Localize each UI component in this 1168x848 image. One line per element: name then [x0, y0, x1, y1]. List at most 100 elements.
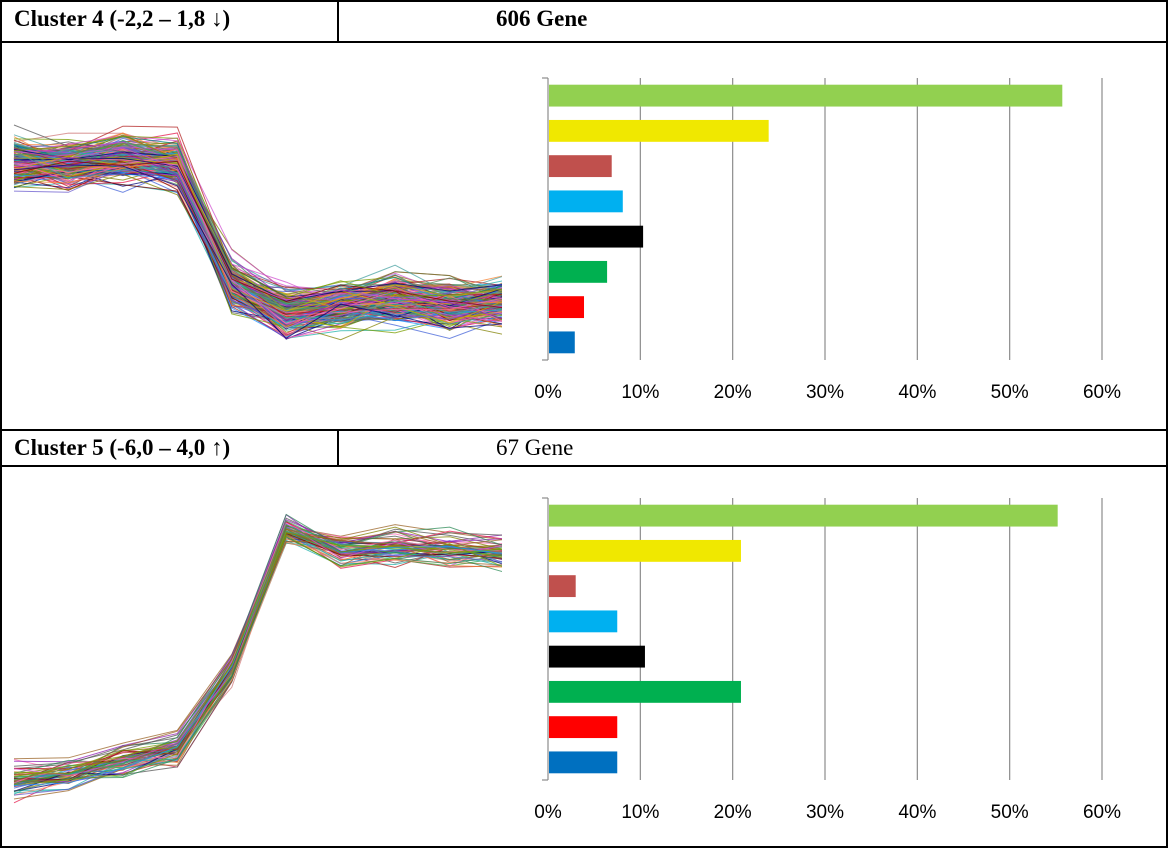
expression-line: [13, 534, 502, 786]
expression-line: [13, 532, 502, 789]
tick-label: 0%: [534, 802, 562, 823]
expression-line: [13, 533, 502, 786]
expression-line: [13, 523, 502, 782]
expression-line: [13, 531, 502, 782]
bar: [549, 645, 645, 668]
expression-line: [13, 535, 502, 800]
expression-line: [13, 535, 502, 778]
expression-line: [13, 521, 502, 782]
expression-line: [13, 541, 502, 796]
expression-line: [13, 525, 502, 787]
expression-line: [13, 530, 502, 782]
expression-line: [13, 520, 502, 778]
expression-line: [13, 533, 502, 786]
expression-line: [13, 529, 502, 773]
tick-label: 40%: [898, 802, 936, 823]
expression-line: [13, 528, 502, 775]
bar: [549, 751, 618, 774]
expression-line: [13, 538, 502, 792]
cluster-4-title: Cluster 4 (-2,2 – 1,8 ↓): [14, 6, 231, 31]
expression-line: [13, 538, 502, 792]
expression-line: [13, 154, 502, 306]
expression-profiles-cluster-5: [13, 513, 502, 804]
bar: [549, 225, 644, 248]
expression-line: [13, 531, 502, 796]
expression-line: [13, 524, 502, 792]
expression-line: [13, 528, 502, 784]
expression-profiles-cluster-4: [13, 124, 502, 341]
expression-line: [13, 535, 502, 784]
expression-line: [13, 161, 502, 329]
tick-label: 50%: [991, 802, 1029, 823]
bar: [549, 296, 585, 319]
expression-line: [13, 135, 502, 299]
expression-line: [13, 542, 502, 794]
expression-line: [13, 532, 502, 770]
expression-line: [13, 524, 502, 778]
bar-chart-cluster-5: 0% 10% 20% 30% 40% 50% 60%: [534, 497, 1121, 823]
expression-line: [13, 530, 502, 781]
bar: [549, 331, 575, 354]
expression-line: [13, 513, 502, 774]
bar: [549, 610, 618, 633]
expression-line: [13, 540, 502, 784]
cluster-5-title: Cluster 5 (-6,0 – 4,0 ↑): [14, 435, 231, 460]
tick-label: 20%: [714, 802, 752, 823]
expression-line: [13, 148, 502, 302]
expression-line: [13, 521, 502, 780]
expression-line: [13, 520, 502, 776]
expression-line: [13, 530, 502, 788]
tick-label: 10%: [621, 382, 659, 403]
expression-line: [13, 526, 502, 785]
expression-line: [13, 532, 502, 781]
tick-label: 60%: [1083, 382, 1121, 403]
tick-label: 20%: [714, 382, 752, 403]
bar: [549, 119, 769, 142]
tick-label: 30%: [806, 382, 844, 403]
bar: [549, 539, 741, 562]
expression-line: [13, 531, 502, 777]
expression-line: [13, 533, 502, 783]
expression-line: [13, 150, 502, 319]
expression-line: [13, 125, 502, 291]
bar: [549, 190, 623, 213]
tick-label: 10%: [621, 802, 659, 823]
cluster-5-gene-count: 67 Gene: [496, 435, 574, 460]
tick-label: 50%: [991, 382, 1029, 403]
expression-line: [13, 153, 502, 324]
expression-line: [13, 534, 502, 783]
expression-line: [13, 528, 502, 785]
expression-line: [13, 530, 502, 780]
expression-line: [13, 542, 502, 783]
expression-line: [13, 530, 502, 770]
expression-line: [13, 164, 502, 339]
expression-line: [13, 528, 502, 775]
expression-line: [13, 530, 502, 780]
bar-chart-cluster-4: 0% 10% 20% 30% 40% 50% 60%: [534, 77, 1121, 403]
tick-label: 60%: [1083, 802, 1121, 823]
tick-label: 0%: [534, 382, 562, 403]
bar: [549, 680, 741, 703]
expression-line: [13, 531, 502, 777]
bar: [549, 504, 1058, 527]
bar: [549, 575, 576, 598]
expression-line: [13, 534, 502, 781]
expression-line: [13, 527, 502, 784]
bar: [549, 260, 608, 283]
expression-line: [13, 536, 502, 793]
cluster-4-gene-count: 606 Gene: [496, 6, 588, 31]
bar: [549, 84, 1063, 107]
expression-line: [14, 528, 502, 783]
expression-line: [13, 540, 502, 782]
expression-line: [13, 155, 502, 317]
bar: [549, 716, 618, 739]
tick-label: 40%: [898, 382, 936, 403]
expression-line: [13, 526, 502, 786]
tick-label: 30%: [806, 802, 844, 823]
expression-line: [13, 519, 502, 763]
expression-line: [13, 524, 502, 774]
bar: [549, 155, 612, 178]
expression-line: [13, 167, 502, 325]
